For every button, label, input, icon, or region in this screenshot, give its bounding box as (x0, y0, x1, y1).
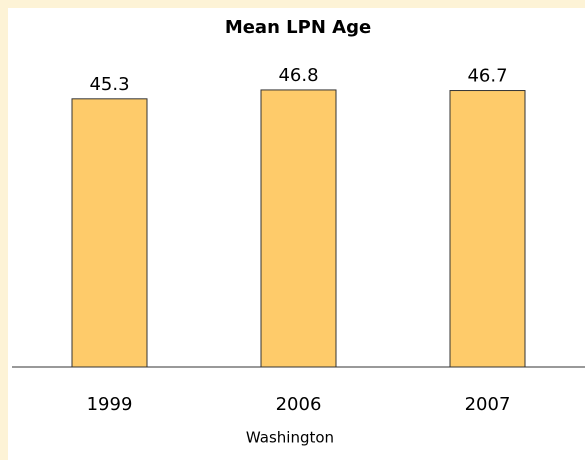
x-tick-label: 1999 (87, 394, 133, 415)
value-label: 46.7 (467, 66, 507, 87)
x-axis-label: Washington (246, 429, 334, 447)
bar (71, 98, 148, 368)
bar (449, 90, 526, 368)
x-tick-label: 2006 (276, 394, 322, 415)
chart-title: Mean LPN Age (225, 17, 371, 38)
value-label: 46.8 (278, 65, 318, 86)
value-label: 45.3 (89, 74, 129, 95)
x-tick-label: 2007 (465, 394, 511, 415)
bar (260, 89, 337, 368)
